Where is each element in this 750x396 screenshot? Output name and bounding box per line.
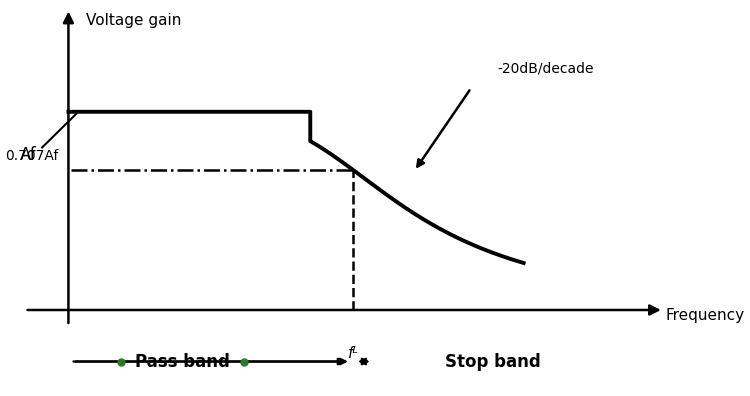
Text: 0.707Af: 0.707Af: [5, 149, 58, 163]
Text: Pass band: Pass band: [135, 352, 230, 371]
Text: Af: Af: [20, 147, 37, 164]
Text: Voltage gain: Voltage gain: [86, 13, 182, 28]
Text: fᴸ: fᴸ: [347, 346, 358, 361]
Text: -20dB/decade: -20dB/decade: [497, 61, 594, 75]
Text: Frequency: Frequency: [666, 308, 745, 324]
Text: Stop band: Stop band: [446, 352, 541, 371]
